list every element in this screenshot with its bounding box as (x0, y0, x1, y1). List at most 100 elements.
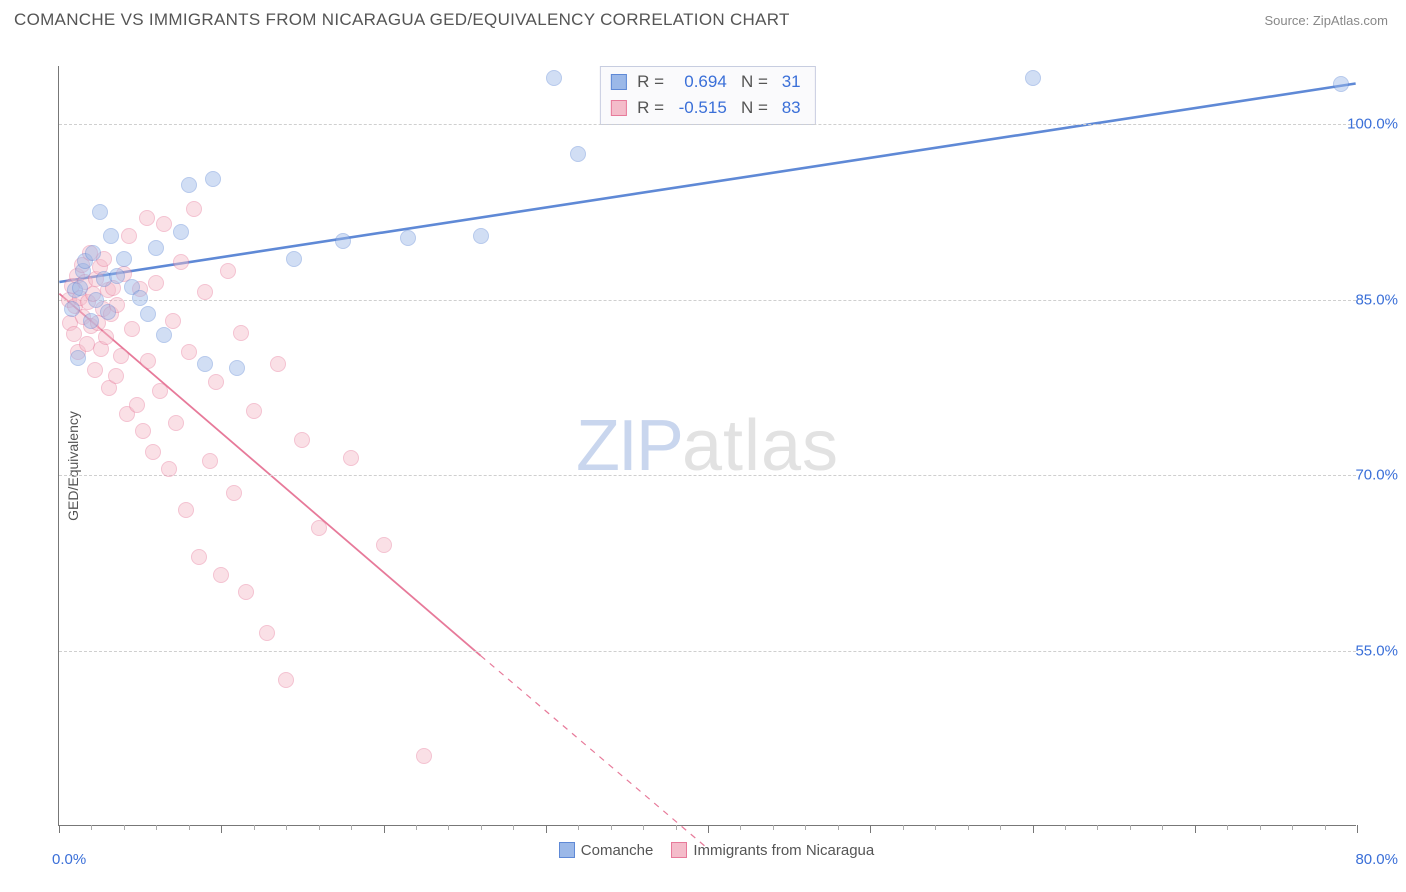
data-point (197, 356, 213, 372)
data-point (286, 251, 302, 267)
chart-area: GED/Equivalency ZIPatlas R = 0.694 N = 3… (0, 40, 1406, 892)
watermark: ZIPatlas (576, 405, 839, 487)
data-point (208, 374, 224, 390)
x-tick-minor (189, 825, 190, 830)
data-point (416, 748, 432, 764)
x-tick-minor (481, 825, 482, 830)
data-point (156, 216, 172, 232)
x-max-label: 80.0% (1355, 851, 1398, 868)
data-point (140, 353, 156, 369)
y-tick-label: 100.0% (1347, 116, 1398, 133)
data-point (173, 224, 189, 240)
x-tick-minor (513, 825, 514, 830)
data-point (148, 240, 164, 256)
x-tick-minor (578, 825, 579, 830)
source-credit: Source: ZipAtlas.com (1264, 13, 1388, 28)
x-tick-minor (1065, 825, 1066, 830)
x-tick-minor (740, 825, 741, 830)
x-tick-minor (1000, 825, 1001, 830)
data-point (343, 450, 359, 466)
data-point (238, 584, 254, 600)
data-point (546, 70, 562, 86)
y-tick-label: 85.0% (1355, 291, 1398, 308)
n-label: N = (741, 72, 768, 91)
data-point (124, 321, 140, 337)
x-tick-minor (319, 825, 320, 830)
x-tick-minor (676, 825, 677, 830)
x-tick-minor (903, 825, 904, 830)
x-tick-minor (286, 825, 287, 830)
n-label: N = (741, 98, 768, 117)
x-tick-minor (156, 825, 157, 830)
n-value: 83 (773, 95, 801, 121)
plot-region: ZIPatlas R = 0.694 N = 31 R = -0.515 N =… (58, 66, 1356, 826)
data-point (135, 423, 151, 439)
header: COMANCHE VS IMMIGRANTS FROM NICARAGUA GE… (0, 0, 1406, 34)
data-point (270, 356, 286, 372)
data-point (335, 233, 351, 249)
data-point (92, 204, 108, 220)
watermark-part2: atlas (682, 406, 839, 486)
gridline-h (59, 475, 1356, 476)
x-tick-minor (91, 825, 92, 830)
data-point (139, 210, 155, 226)
watermark-part1: ZIP (576, 406, 682, 486)
data-point (83, 313, 99, 329)
data-point (570, 146, 586, 162)
data-point (70, 350, 86, 366)
r-label: R = (637, 98, 664, 117)
chart-title: COMANCHE VS IMMIGRANTS FROM NICARAGUA GE… (14, 10, 790, 30)
data-point (173, 254, 189, 270)
x-tick-minor (1130, 825, 1131, 830)
y-tick-label: 55.0% (1355, 642, 1398, 659)
x-tick-minor (968, 825, 969, 830)
trend-lines-layer (59, 66, 1356, 825)
data-point (156, 327, 172, 343)
source-link[interactable]: ZipAtlas.com (1313, 13, 1388, 28)
x-tick-minor (254, 825, 255, 830)
x-tick-minor (448, 825, 449, 830)
gridline-h (59, 300, 1356, 301)
x-tick-minor (838, 825, 839, 830)
data-point (202, 453, 218, 469)
x-tick-major (1357, 825, 1358, 833)
data-point (294, 432, 310, 448)
r-label: R = (637, 72, 664, 91)
data-point (220, 263, 236, 279)
legend-swatch (610, 100, 626, 116)
legend-label: Immigrants from Nicaragua (693, 842, 874, 859)
data-point (103, 228, 119, 244)
x-tick-minor (611, 825, 612, 830)
data-point (376, 537, 392, 553)
stat-box: R = 0.694 N = 31 R = -0.515 N = 83 (599, 66, 815, 125)
data-point (181, 344, 197, 360)
data-point (145, 444, 161, 460)
data-point (233, 325, 249, 341)
x-tick-minor (1097, 825, 1098, 830)
x-tick-minor (1325, 825, 1326, 830)
data-point (1025, 70, 1041, 86)
data-point (178, 502, 194, 518)
data-point (278, 672, 294, 688)
data-point (213, 567, 229, 583)
x-tick-major (546, 825, 547, 833)
data-point (161, 461, 177, 477)
x-tick-major (870, 825, 871, 833)
stat-row: R = -0.515 N = 83 (610, 95, 800, 121)
data-point (205, 171, 221, 187)
data-point (64, 301, 80, 317)
x-tick-major (1033, 825, 1034, 833)
data-point (85, 245, 101, 261)
legend-label: Comanche (581, 842, 654, 859)
data-point (121, 228, 137, 244)
x-tick-major (221, 825, 222, 833)
x-tick-minor (1227, 825, 1228, 830)
x-tick-major (1195, 825, 1196, 833)
x-tick-minor (1292, 825, 1293, 830)
r-value: 0.694 (669, 69, 727, 95)
data-point (72, 280, 88, 296)
data-point (1333, 76, 1349, 92)
legend-swatch (559, 842, 575, 858)
trend-line-dashed (481, 656, 708, 849)
x-tick-minor (773, 825, 774, 830)
